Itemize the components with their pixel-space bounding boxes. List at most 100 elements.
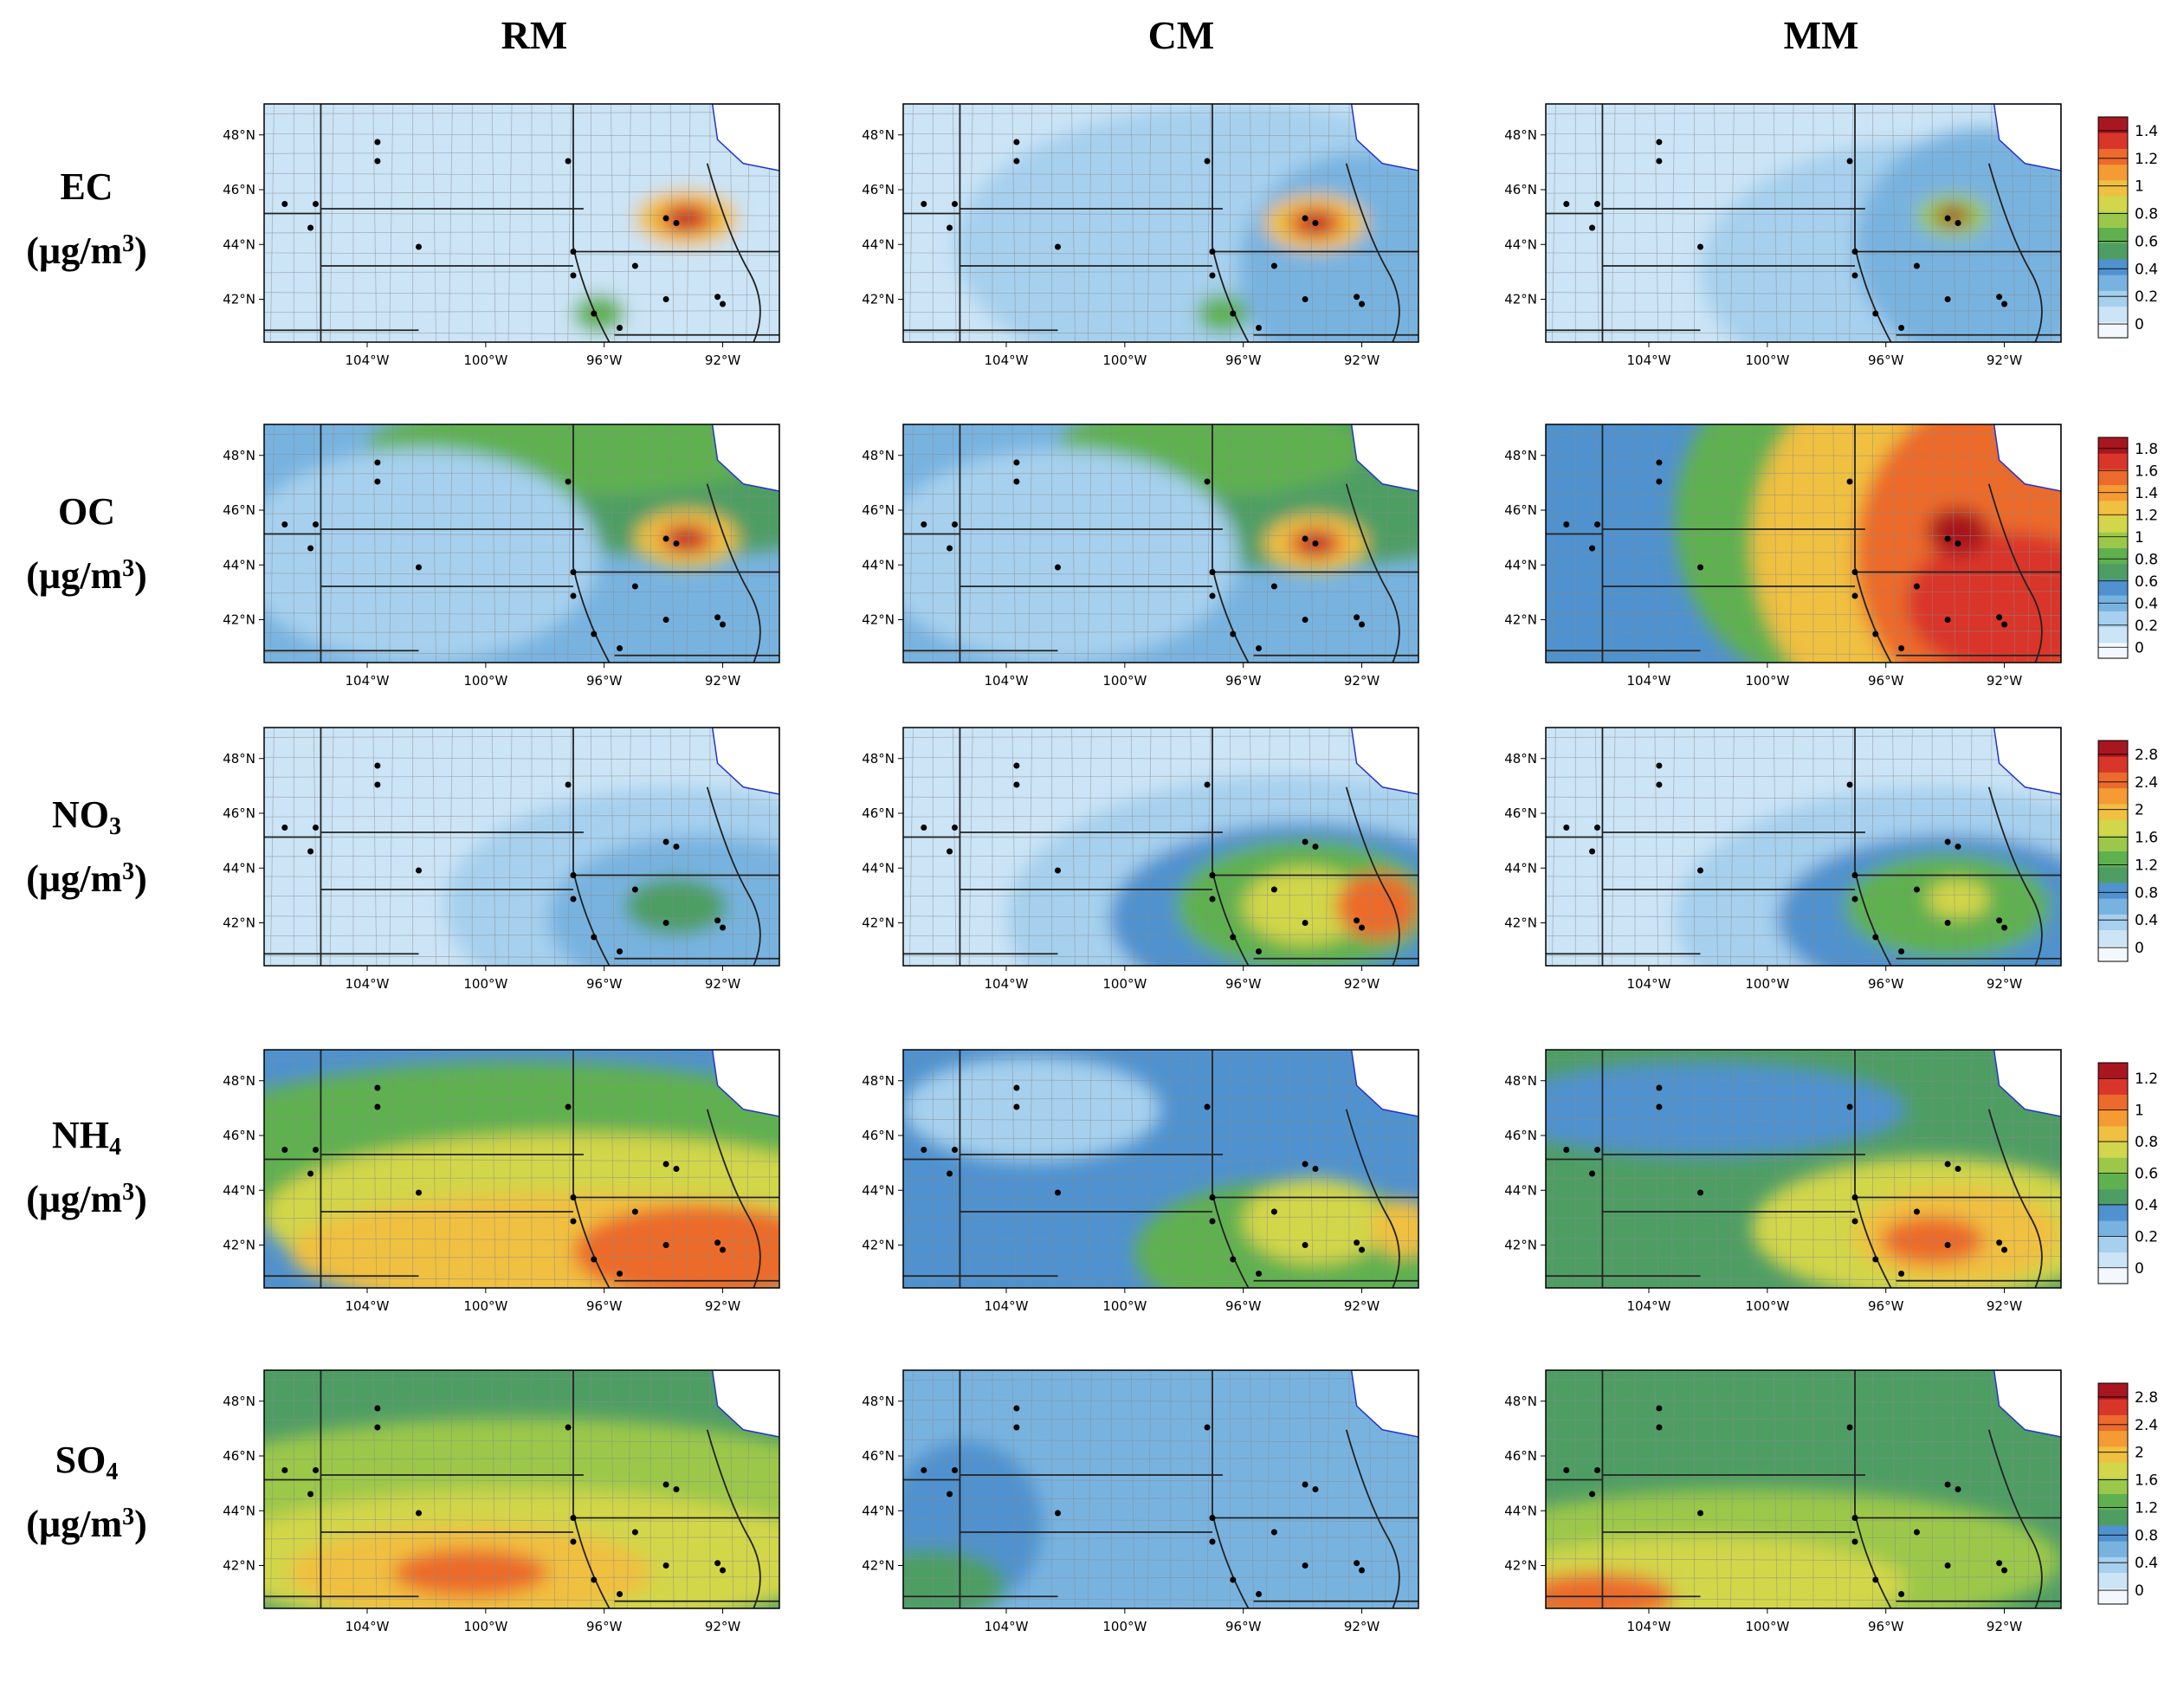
monitoring-site bbox=[1013, 478, 1020, 485]
monitoring-site bbox=[1898, 645, 1905, 651]
monitoring-site bbox=[1013, 781, 1020, 788]
monitoring-site bbox=[714, 294, 721, 301]
concentration-contour bbox=[1335, 872, 1418, 940]
monitoring-site bbox=[1913, 886, 1920, 893]
lon-tick-label: 92°W bbox=[705, 976, 741, 992]
monitoring-site bbox=[570, 1194, 577, 1200]
monitoring-site bbox=[1944, 1562, 1951, 1569]
monitoring-site bbox=[1230, 631, 1237, 637]
lon-tick-label: 96°W bbox=[1868, 1619, 1904, 1634]
monitoring-site bbox=[1209, 896, 1216, 902]
lon-tick-label: 100°W bbox=[463, 1619, 507, 1634]
monitoring-site bbox=[1594, 1467, 1600, 1473]
lat-tick-label: 46°N bbox=[862, 805, 895, 821]
colorbar-3: 1.2 1 0.8 0.6 0.4 0.2 0 bbox=[2097, 1062, 2158, 1284]
monitoring-site bbox=[1209, 1538, 1216, 1545]
monitoring-site bbox=[1913, 1529, 1920, 1536]
monitoring-site bbox=[307, 545, 314, 552]
monitoring-site bbox=[1230, 934, 1237, 941]
monitoring-site bbox=[416, 243, 422, 250]
concentration-contour bbox=[676, 531, 697, 547]
monitoring-site bbox=[1656, 1424, 1663, 1431]
lon-tick-label: 92°W bbox=[1344, 976, 1380, 992]
concentration-contour bbox=[903, 1057, 1161, 1162]
monitoring-site bbox=[570, 872, 577, 878]
lake-superior bbox=[711, 1050, 779, 1117]
lon-tick-label: 100°W bbox=[1745, 353, 1789, 368]
monitoring-site bbox=[1697, 1189, 1703, 1196]
monitoring-site bbox=[947, 224, 953, 231]
monitoring-site bbox=[1230, 1256, 1237, 1263]
lat-tick-label: 48°N bbox=[223, 127, 255, 143]
lon-tick-label: 92°W bbox=[1344, 673, 1380, 689]
lat-tick-label: 46°N bbox=[1504, 182, 1537, 197]
map-panel-mm-3: 48°N 46°N 44°N 42°N 104°W 100°W 96°W 92°W bbox=[1504, 1049, 2062, 1314]
monitoring-site bbox=[662, 296, 669, 302]
monitoring-site bbox=[1656, 459, 1663, 466]
monitoring-site bbox=[1898, 1591, 1905, 1597]
lon-tick-label: 96°W bbox=[586, 976, 623, 992]
monitoring-site bbox=[1256, 948, 1263, 954]
colorbar-tick-label: 2.8 bbox=[2135, 747, 2158, 764]
monitoring-site bbox=[1656, 139, 1663, 146]
colorbar-tick-label: 0.6 bbox=[2135, 233, 2158, 250]
monitoring-site bbox=[307, 848, 314, 855]
colorbar-tick-label: 1.4 bbox=[2135, 485, 2158, 502]
row-label-ec: EC (µg/m3) bbox=[26, 165, 147, 272]
lon-tick-label: 100°W bbox=[1745, 976, 1789, 992]
map-panel-rm-1: 48°N 46°N 44°N 42°N 104°W 100°W 96°W 92°W bbox=[223, 424, 780, 689]
monitoring-site bbox=[1955, 220, 1961, 226]
lat-tick-label: 48°N bbox=[862, 448, 895, 463]
lon-tick-label: 104°W bbox=[985, 1298, 1029, 1314]
monitoring-site bbox=[631, 1208, 638, 1215]
monitoring-site bbox=[1697, 867, 1703, 874]
lat-tick-label: 48°N bbox=[1504, 448, 1537, 463]
monitoring-site bbox=[1944, 535, 1951, 542]
lon-tick-label: 100°W bbox=[463, 976, 507, 992]
monitoring-site bbox=[1589, 848, 1596, 855]
monitoring-site bbox=[307, 1170, 314, 1177]
lon-tick-label: 100°W bbox=[1102, 353, 1147, 368]
monitoring-site bbox=[1204, 1103, 1211, 1110]
monitoring-site bbox=[1055, 243, 1061, 250]
monitoring-site bbox=[2001, 1567, 2008, 1574]
lat-tick-label: 46°N bbox=[862, 1448, 895, 1464]
monitoring-site bbox=[720, 924, 727, 931]
colorbar-tick-label: 0.4 bbox=[2135, 595, 2158, 612]
monitoring-site bbox=[1312, 844, 1319, 850]
species-name: NH bbox=[52, 1114, 109, 1156]
monitoring-site bbox=[570, 249, 577, 255]
colorbar-tick-label: 2 bbox=[2135, 1445, 2144, 1462]
lon-tick-label: 92°W bbox=[1987, 673, 2023, 689]
colorbar-2: 2.8 2.4 2 1.6 1.2 0.8 0.4 0 bbox=[2097, 740, 2158, 962]
lat-tick-label: 46°N bbox=[223, 1448, 255, 1464]
lat-tick-label: 48°N bbox=[1504, 1073, 1537, 1089]
monitoring-site bbox=[1944, 215, 1951, 222]
monitoring-site bbox=[2001, 301, 2008, 307]
monitoring-site bbox=[1359, 621, 1366, 628]
lon-tick-label: 104°W bbox=[985, 673, 1029, 689]
monitoring-site bbox=[1656, 1084, 1663, 1091]
monitoring-site bbox=[617, 948, 624, 954]
lat-tick-label: 42°N bbox=[1504, 612, 1537, 628]
map-panel-cm-2: 48°N 46°N 44°N 42°N 104°W 100°W 96°W 92°W bbox=[862, 727, 1419, 992]
lon-tick-label: 100°W bbox=[1102, 976, 1147, 992]
monitoring-site bbox=[1944, 296, 1951, 302]
colorbar-tick-label: 1 bbox=[2135, 529, 2144, 547]
map-panel-cm-1: 48°N 46°N 44°N 42°N 104°W 100°W 96°W 92°W bbox=[862, 424, 1419, 689]
colorbar-tick-label: 1.4 bbox=[2135, 123, 2158, 140]
lat-tick-label: 44°N bbox=[862, 557, 895, 573]
monitoring-site bbox=[1354, 294, 1360, 301]
map-panel-cm-3: 48°N 46°N 44°N 42°N 104°W 100°W 96°W 92°W bbox=[862, 1049, 1419, 1314]
monitoring-site bbox=[1302, 535, 1308, 542]
map-panel-mm-0: 48°N 46°N 44°N 42°N 104°W 100°W 96°W 92°W bbox=[1504, 103, 2062, 368]
lon-tick-label: 104°W bbox=[346, 673, 390, 689]
monitoring-site bbox=[947, 1491, 953, 1498]
lat-tick-label: 48°N bbox=[223, 1394, 255, 1409]
colorbar-tick-label: 1 bbox=[2135, 1103, 2144, 1120]
colorbar-tick-label: 0.6 bbox=[2135, 573, 2158, 591]
monitoring-site bbox=[1898, 948, 1905, 954]
lat-tick-label: 46°N bbox=[862, 502, 895, 518]
monitoring-site bbox=[1851, 1515, 1858, 1521]
colorbar-tick-label: 0 bbox=[2135, 639, 2144, 657]
